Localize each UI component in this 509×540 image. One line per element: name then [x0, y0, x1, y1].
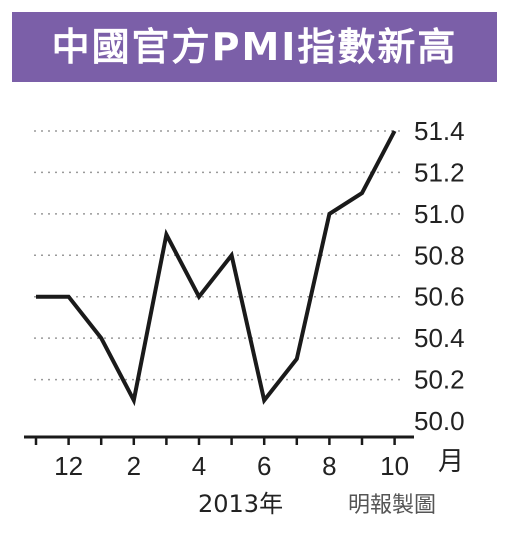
y-axis-tick-labels: 51.4 51.2 51.0 50.8 50.6 50.4 50.2 50.0	[414, 116, 465, 436]
x-tick-label: 6	[257, 451, 271, 481]
y-tick-label: 51.0	[414, 199, 465, 229]
y-tick-label: 50.8	[414, 240, 465, 270]
y-tick-label: 51.4	[414, 116, 465, 146]
x-tick-label: 2	[127, 451, 141, 481]
source-credit: 明報製圖	[348, 493, 436, 518]
y-tick-label: 50.0	[414, 406, 465, 436]
x-axis	[24, 435, 414, 445]
gridlines	[34, 130, 404, 381]
y-tick-label: 50.6	[414, 282, 465, 312]
x-tick-label: 4	[192, 451, 206, 481]
x-tick-label: 10	[380, 451, 409, 481]
x-axis-unit: 月	[438, 446, 464, 476]
y-tick-label: 50.4	[414, 323, 465, 353]
y-tick-label: 51.2	[414, 157, 465, 187]
x-tick-label: 12	[54, 451, 83, 481]
year-label: 2013年	[198, 490, 283, 518]
x-axis-tick-labels: 12 2 4 6 8 10	[54, 451, 409, 481]
x-tick-label: 8	[322, 451, 336, 481]
chart-title: 中國官方PMI指數新高	[12, 12, 497, 82]
series-line	[36, 130, 397, 407]
y-tick-label: 50.2	[414, 365, 465, 395]
